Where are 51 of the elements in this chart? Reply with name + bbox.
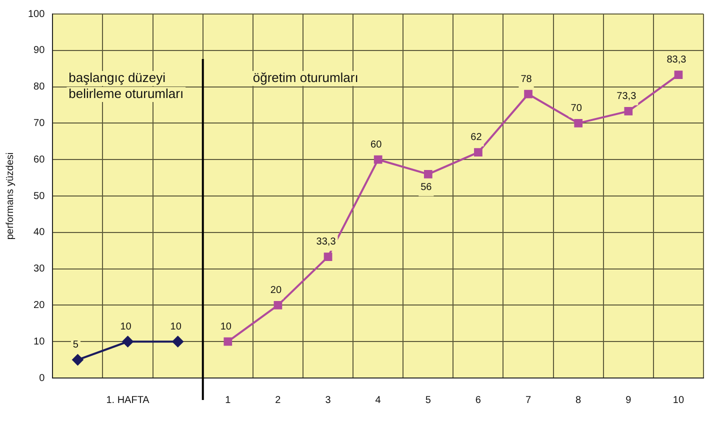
x-tick-label: 2 xyxy=(275,394,282,406)
data-label: 70 xyxy=(570,102,582,114)
y-axis-title: performans yüzdesi xyxy=(4,152,16,240)
point xyxy=(172,336,184,348)
point xyxy=(122,336,134,348)
data-label: 5 xyxy=(72,340,79,351)
x-tick-label: 10 xyxy=(672,394,684,406)
data-label: 10 xyxy=(120,321,132,332)
x-tick-label: 8 xyxy=(576,394,582,406)
x-tick-label: 5 xyxy=(425,394,432,406)
y-tick-label: 90 xyxy=(34,45,46,56)
y-tick-label: 40 xyxy=(34,227,46,238)
point xyxy=(574,119,583,128)
annotation: öğretim oturumları xyxy=(252,70,358,86)
data-label: 83,3 xyxy=(666,54,687,66)
data-label: 78 xyxy=(520,74,532,85)
x-tick-label: 7 xyxy=(526,394,532,406)
point xyxy=(624,107,633,116)
data-label: 60 xyxy=(370,139,382,150)
point xyxy=(324,252,332,261)
point xyxy=(72,354,84,366)
data-label: 73,3 xyxy=(616,90,637,102)
y-tick-label: 0 xyxy=(39,372,46,384)
point xyxy=(674,70,683,79)
point xyxy=(424,170,432,178)
point xyxy=(524,90,532,98)
data-label: 33,3 xyxy=(316,236,336,248)
x-tick-label: 1 xyxy=(225,394,232,406)
x-tick-label: 9 xyxy=(626,394,632,406)
annotation: başlangıç düzeyi belirleme oturumları xyxy=(68,70,184,102)
y-tick-label: 80 xyxy=(34,82,46,93)
y-tick-label: 10 xyxy=(34,336,46,348)
data-label: 10 xyxy=(220,321,232,332)
y-tick-label: 30 xyxy=(34,264,46,275)
point xyxy=(374,155,382,164)
data-label: 10 xyxy=(170,321,182,332)
point xyxy=(224,337,232,346)
data-label: 56 xyxy=(420,182,432,193)
x-tick-label: 4 xyxy=(375,394,382,406)
y-tick-label: 50 xyxy=(34,190,46,202)
x-tick-label: 3 xyxy=(325,394,332,406)
data-label: 62 xyxy=(470,132,482,144)
y-tick-label: 100 xyxy=(28,8,46,20)
data-label: 20 xyxy=(270,284,282,296)
y-tick-label: 20 xyxy=(34,300,46,311)
y-tick-label: 70 xyxy=(34,118,46,129)
x-tick-label: 1. HAFTA xyxy=(106,394,150,406)
y-tick-label: 60 xyxy=(34,154,46,166)
point xyxy=(474,148,482,156)
x-tick-label: 6 xyxy=(475,394,482,406)
point xyxy=(274,301,282,310)
